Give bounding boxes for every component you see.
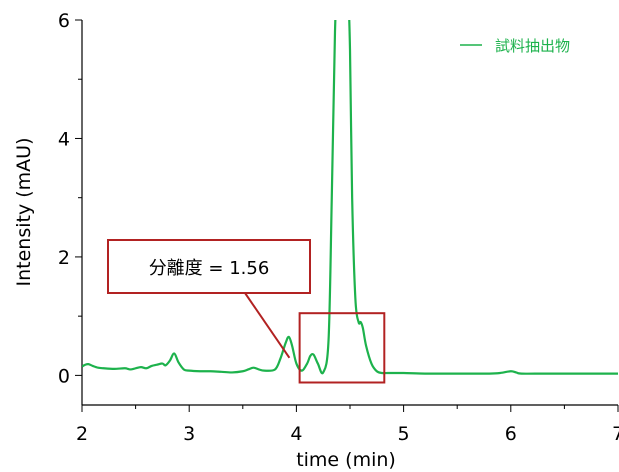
y-tick-label: 2 <box>58 247 70 269</box>
x-tick-label: 2 <box>76 423 88 445</box>
annotation-pointer <box>244 292 291 359</box>
y-tick-label: 6 <box>58 10 70 32</box>
y-tick-label: 0 <box>58 365 70 387</box>
ticks: 2 3 4 5 6 7 0 2 4 6 <box>58 10 619 445</box>
legend-label: 試料抽出物 <box>495 37 570 55</box>
x-axis-title: time (min) <box>296 449 396 471</box>
resolution-highlight-box <box>298 312 386 384</box>
resolution-label-box <box>107 239 311 294</box>
legend: 試料抽出物 <box>460 37 570 55</box>
series-layer <box>82 20 618 375</box>
series-line-0 <box>82 20 618 375</box>
y-tick-label: 4 <box>58 128 70 150</box>
x-tick-label: 7 <box>612 423 619 445</box>
annotation-layer: 分離度 = 1.56 <box>107 239 386 384</box>
resolution-label: 分離度 = 1.56 <box>149 258 270 279</box>
x-tick-label: 5 <box>398 423 410 445</box>
x-tick-label: 4 <box>290 423 302 445</box>
x-tick-label: 3 <box>183 423 195 445</box>
y-axis-title: Intensity (mAU) <box>13 138 35 287</box>
x-tick-label: 6 <box>505 423 517 445</box>
